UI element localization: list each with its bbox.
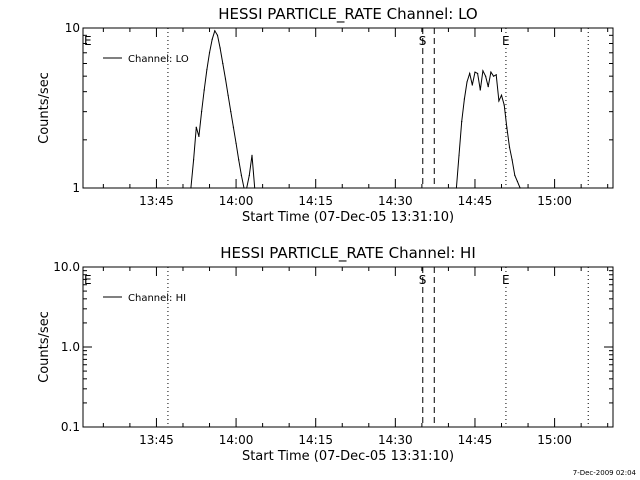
x-tick-label: 14:00 bbox=[219, 433, 254, 447]
data-point bbox=[469, 72, 471, 75]
chart-title: HESSI PARTICLE_RATE Channel: LO bbox=[218, 5, 477, 24]
event-marker-label: S bbox=[419, 34, 427, 48]
data-point bbox=[508, 146, 511, 148]
data-point bbox=[216, 34, 219, 36]
x-tick-label: 14:00 bbox=[219, 194, 254, 208]
data-point bbox=[500, 94, 503, 96]
panel-hi: HESSI PARTICLE_RATE Channel: HI 0.1 1.0 10.… bbox=[37, 244, 614, 464]
data-point bbox=[232, 126, 235, 128]
y-axis-label: Counts/sec bbox=[37, 311, 52, 383]
data-point bbox=[206, 68, 208, 71]
data-point bbox=[219, 47, 221, 49]
plot-timestamp: 7-Dec-2009 02:04 bbox=[573, 469, 637, 477]
data-point bbox=[474, 71, 476, 73]
y-tick-label: 10.0 bbox=[53, 260, 80, 274]
data-point bbox=[195, 126, 197, 128]
data-point bbox=[498, 100, 500, 102]
data-point bbox=[490, 71, 492, 73]
data-point bbox=[254, 187, 256, 189]
data-point bbox=[482, 70, 484, 72]
data-point bbox=[211, 38, 213, 40]
data-point bbox=[506, 126, 508, 128]
plot-frame bbox=[82, 266, 614, 428]
event-marker-label: S bbox=[419, 273, 427, 287]
data-point bbox=[190, 187, 192, 189]
data-point bbox=[248, 174, 250, 176]
chart-title: HESSI PARTICLE_RATE Channel: HI bbox=[220, 244, 476, 263]
data-point bbox=[214, 30, 216, 32]
data-point bbox=[193, 159, 195, 161]
data-point bbox=[227, 94, 229, 96]
x-tick-label: 14:45 bbox=[458, 433, 493, 447]
data-point bbox=[240, 174, 242, 176]
panel-lo: HESSI PARTICLE_RATE Channel: LO 1 10 13:45 1… bbox=[37, 5, 614, 225]
event-marker-label: E bbox=[502, 273, 510, 287]
data-point bbox=[495, 74, 497, 76]
data-point bbox=[243, 187, 245, 189]
data-point bbox=[246, 187, 248, 189]
data-point bbox=[203, 89, 205, 91]
data-point bbox=[511, 159, 513, 161]
data-point bbox=[471, 84, 473, 86]
y-axis-label: Counts/sec bbox=[37, 72, 52, 144]
data-point bbox=[479, 89, 481, 91]
data-point bbox=[514, 174, 516, 176]
y-tick-label: 1 bbox=[72, 181, 80, 195]
data-point bbox=[222, 62, 224, 65]
data-point bbox=[503, 104, 505, 106]
data-point bbox=[198, 135, 200, 138]
data-point bbox=[458, 154, 460, 156]
data-point bbox=[251, 154, 253, 156]
x-tick-label: 13:45 bbox=[139, 433, 174, 447]
event-marker-label: E bbox=[84, 34, 92, 48]
legend-label: Channel: HI bbox=[128, 293, 186, 304]
event-marker-label: E bbox=[84, 273, 92, 287]
data-point bbox=[516, 180, 519, 182]
data-point bbox=[492, 75, 495, 77]
x-tick-label: 15:00 bbox=[537, 194, 572, 208]
data-point bbox=[477, 72, 479, 75]
x-tick-label: 14:30 bbox=[378, 433, 413, 447]
x-tick-label: 15:00 bbox=[537, 433, 572, 447]
data-point bbox=[208, 52, 211, 54]
x-tick-label: 14:30 bbox=[378, 194, 413, 208]
x-tick-label: 14:15 bbox=[298, 194, 333, 208]
x-axis-label: Start Time (07-Dec-05 13:31:10) bbox=[242, 210, 454, 225]
data-point bbox=[238, 159, 240, 161]
plot-frame bbox=[82, 27, 614, 189]
series-line bbox=[455, 69, 521, 189]
data-point bbox=[235, 142, 237, 144]
y-tick-label: 0.1 bbox=[61, 420, 80, 434]
y-tick-label: 10 bbox=[65, 21, 80, 35]
data-point bbox=[463, 98, 465, 100]
x-axis-label: Start Time (07-Dec-05 13:31:10) bbox=[242, 449, 454, 464]
data-point bbox=[461, 121, 463, 123]
x-tick-label: 14:45 bbox=[458, 194, 493, 208]
series-line bbox=[190, 29, 256, 189]
data-point bbox=[230, 111, 232, 113]
data-point bbox=[200, 111, 203, 113]
x-tick-label: 14:15 bbox=[298, 433, 333, 447]
y-tick-label: 1.0 bbox=[61, 340, 80, 354]
event-marker-label: E bbox=[502, 34, 510, 48]
data-point bbox=[484, 75, 487, 77]
data-point bbox=[224, 78, 227, 80]
data-point bbox=[487, 86, 489, 88]
data-point bbox=[466, 81, 468, 83]
data-point bbox=[519, 187, 521, 189]
legend-label: Channel: LO bbox=[128, 54, 189, 65]
data-point bbox=[455, 187, 457, 189]
x-tick-label: 13:45 bbox=[139, 194, 174, 208]
